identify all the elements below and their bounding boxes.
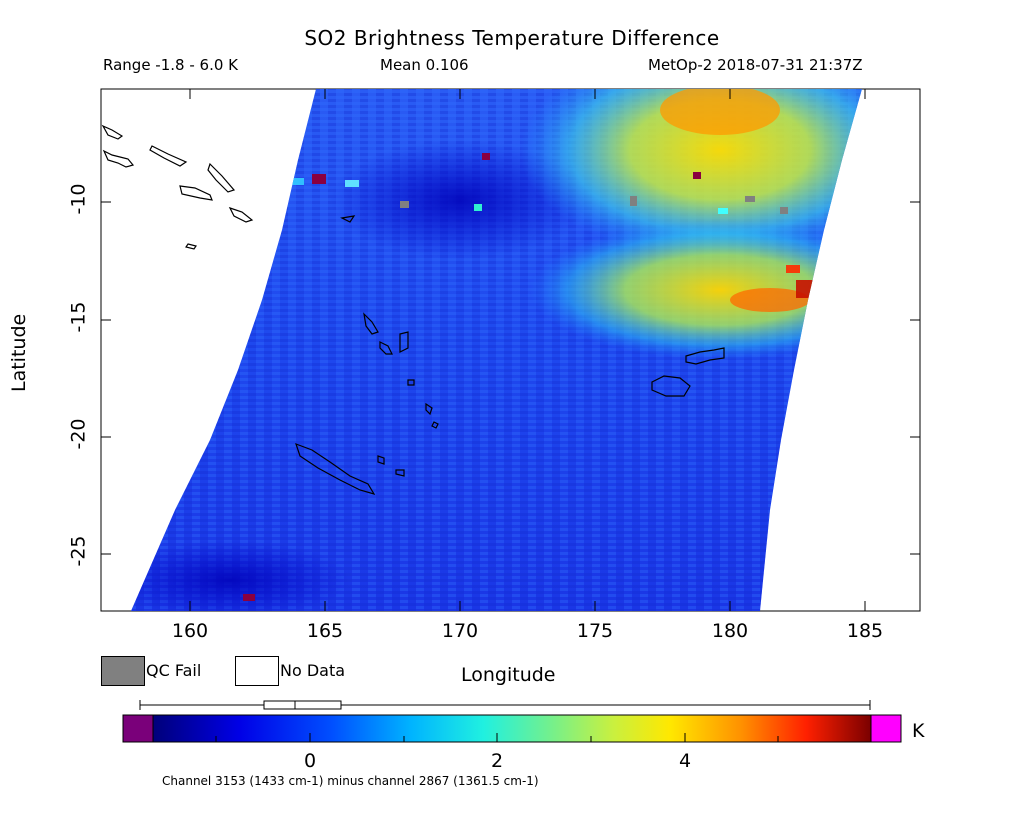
no-data-label: No Data	[280, 661, 346, 680]
mean-text: Mean 0.106	[380, 56, 469, 74]
colorbar-tick-label: 0	[303, 750, 317, 772]
colorbar-tick-label: 4	[678, 750, 692, 772]
colorbar-under-range	[122, 714, 154, 743]
y-tick-label: -15	[67, 301, 90, 333]
colorbar	[152, 714, 872, 743]
range-text: Range -1.8 - 6.0 K	[103, 56, 238, 74]
x-tick-label: 170	[441, 620, 479, 642]
colorbar-unit: K	[912, 720, 925, 742]
colorbar-over-range	[870, 714, 902, 743]
y-tick-label: -25	[67, 535, 90, 567]
colorbar-tick-label: 2	[490, 750, 504, 772]
qc-fail-swatch	[101, 656, 145, 686]
x-tick-label: 185	[846, 620, 884, 642]
y-tick-label: -20	[67, 418, 90, 450]
x-tick-label: 175	[576, 620, 614, 642]
map-title: SO2 Brightness Temperature Difference	[304, 26, 720, 50]
no-data-swatch	[235, 656, 279, 686]
x-tick-label: 160	[171, 620, 209, 642]
x-tick-label: 180	[711, 620, 749, 642]
y-tick-label: -10	[67, 183, 90, 215]
x-tick-label: 165	[306, 620, 344, 642]
axis-ticks	[101, 89, 920, 611]
y-axis-label: Latitude	[8, 313, 30, 392]
coastlines	[101, 124, 725, 495]
colorbar-ticks	[215, 733, 779, 742]
x-axis-label: Longitude	[461, 664, 556, 686]
satellite-time-text: MetOp-2 2018-07-31 21:37Z	[648, 56, 863, 74]
distribution-whisker	[139, 700, 871, 710]
channel-footnote: Channel 3153 (1433 cm-1) minus channel 2…	[162, 774, 539, 788]
qc-fail-label: QC Fail	[146, 661, 202, 680]
